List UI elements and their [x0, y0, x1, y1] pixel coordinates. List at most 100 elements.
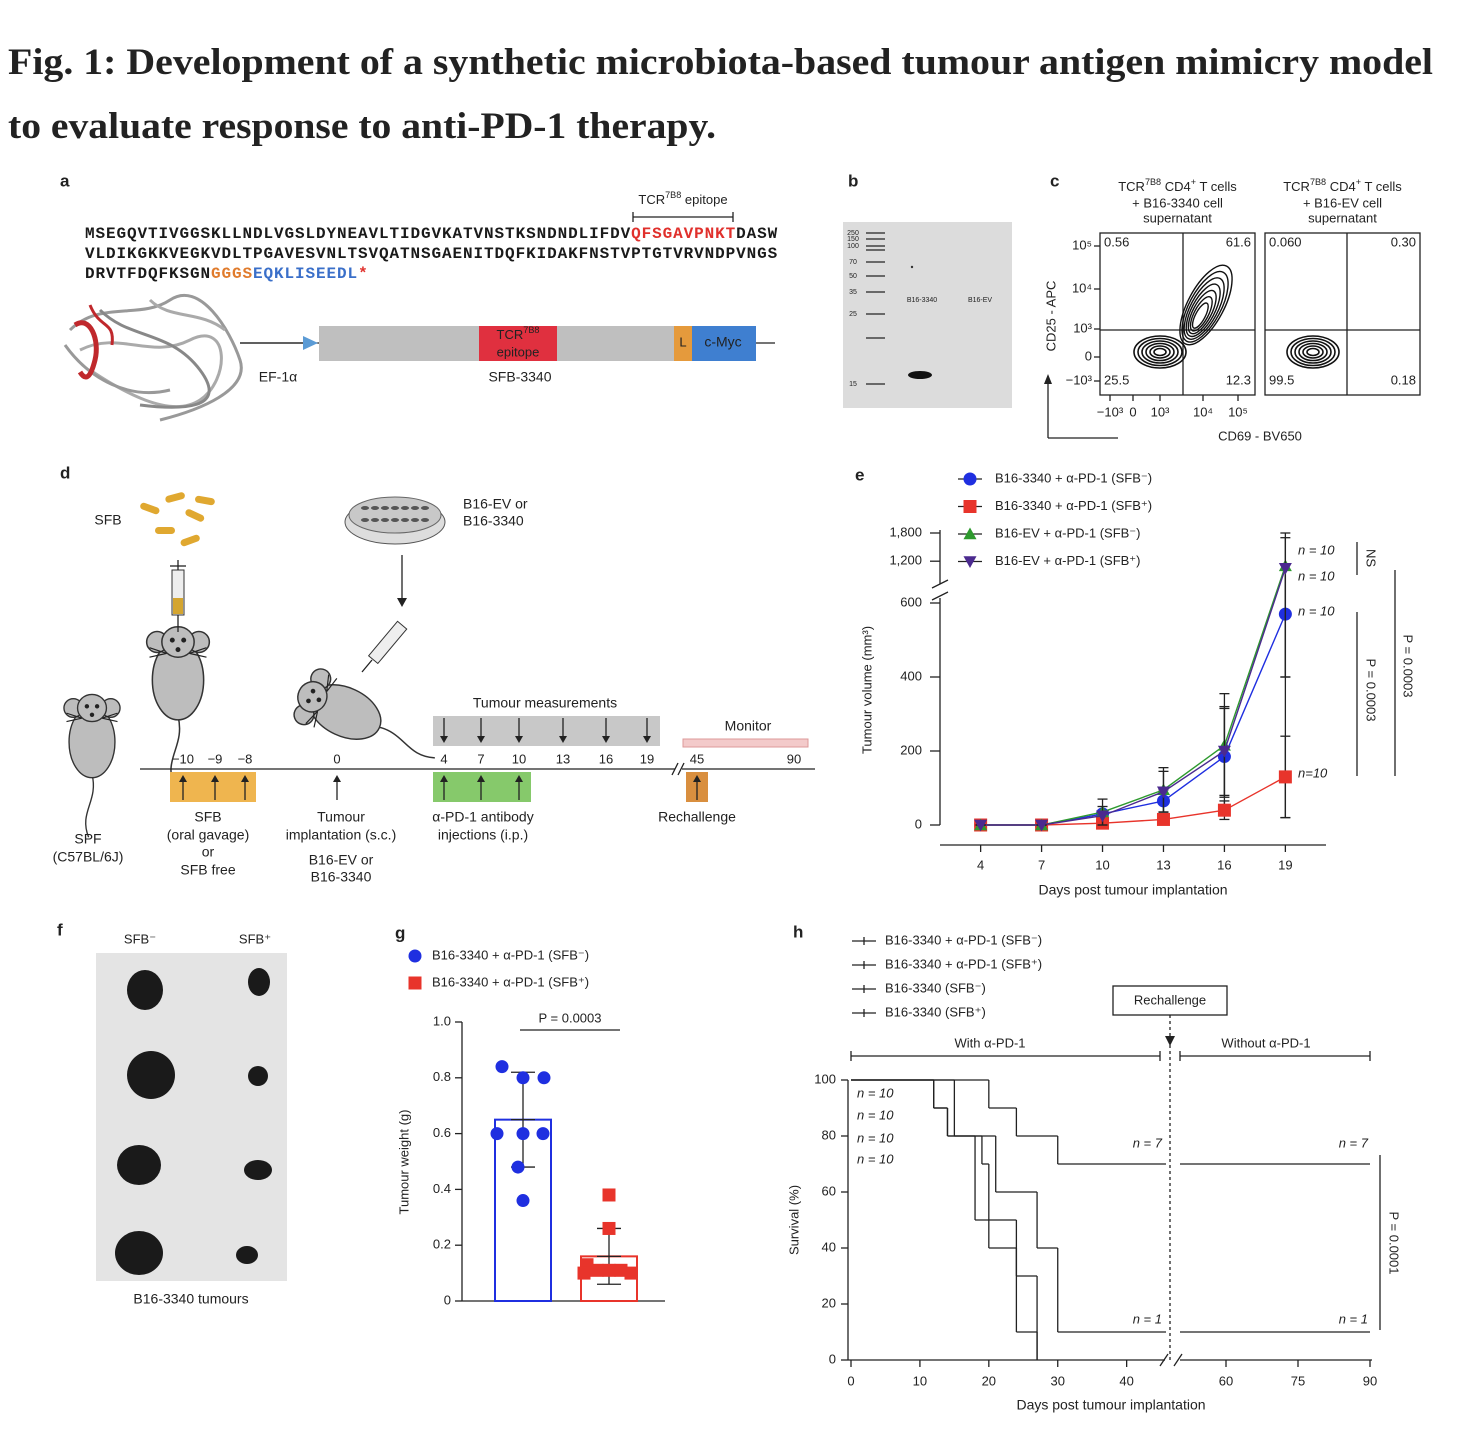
arrowhead — [515, 736, 523, 743]
cell — [421, 518, 429, 522]
axis-label: Survival (%) — [786, 1185, 801, 1255]
data-point — [516, 1194, 530, 1208]
cell — [381, 506, 389, 510]
series-line — [980, 565, 1287, 826]
epitope-caption-part: TCR — [638, 192, 665, 207]
cell — [361, 506, 369, 510]
cell — [411, 518, 419, 522]
plot-header-part: TCR — [1118, 179, 1145, 194]
arrowhead — [333, 775, 341, 782]
data-point — [511, 1160, 525, 1174]
break-mark — [931, 579, 949, 589]
legend-entry: B16-3340 + α-PD-1 (SFB⁻) — [885, 932, 1042, 947]
x-tick-label: 20 — [982, 1373, 996, 1388]
axis-label: CD25 - APC — [1043, 281, 1058, 352]
sequence-line-part: DASW — [736, 225, 778, 243]
arrowhead — [440, 775, 448, 782]
data-point — [537, 1071, 551, 1085]
petri-dish-top — [348, 496, 442, 534]
x-tick-label: 10 — [913, 1373, 927, 1388]
x-tick-label: 10 — [1095, 857, 1109, 872]
arrowhead — [559, 736, 567, 743]
n-label: n=10 — [1298, 765, 1328, 780]
plot-header-part: CD4 — [1326, 179, 1356, 194]
epitope-box-label: epitope — [497, 344, 540, 359]
quadrant-value: 0.18 — [1391, 372, 1416, 387]
flow-plot — [1264, 232, 1421, 396]
sfb-bacterium — [165, 492, 185, 503]
epitope-caption: TCR7B8 epitope — [638, 190, 727, 207]
day-label: 45 — [690, 751, 704, 766]
construct-label: SFB-3340 — [488, 369, 551, 385]
quadrant-value: 0.060 — [1269, 234, 1302, 249]
day-label: −9 — [208, 751, 223, 766]
arrowhead — [602, 736, 610, 743]
caption: α-PD-1 antibody — [432, 809, 533, 825]
y-tick-label: 400 — [900, 668, 922, 683]
contour — [1290, 337, 1336, 367]
plot-header-part: TCR — [1283, 179, 1310, 194]
arrowhead — [179, 775, 187, 782]
caption: Rechallenge — [658, 809, 736, 825]
data-point — [590, 1263, 604, 1277]
day-label: −10 — [172, 751, 194, 766]
sfb-bacterium — [185, 509, 205, 522]
panel-label: g — [395, 923, 405, 942]
data-point — [1278, 563, 1292, 575]
cell — [361, 518, 369, 522]
sequence-line-part: MSEGQVTIVGGSKLLNDLVGSLDYNEAVLTIDGVKATVNS… — [85, 225, 631, 243]
stat-label: P = 0.0001 — [1387, 1211, 1402, 1274]
data-point — [1217, 745, 1231, 758]
y-tick-label: 0 — [829, 1351, 836, 1366]
contour — [1141, 340, 1179, 364]
measure-box — [433, 716, 660, 746]
sequence-line-part: * — [358, 265, 369, 283]
break-mark — [671, 762, 679, 776]
y-tick-label: 20 — [822, 1295, 836, 1310]
data-point — [516, 1127, 530, 1141]
cell — [401, 518, 409, 522]
caption: B16-3340 — [311, 869, 372, 885]
syringe-needle — [361, 659, 373, 673]
y-tick-label: 0.4 — [433, 1181, 451, 1196]
whisker — [189, 652, 207, 658]
plot-header-part: 7B8 — [1145, 177, 1161, 187]
panel-label: e — [855, 465, 864, 484]
data-point — [516, 1071, 530, 1085]
plot-header-part: T cells — [1196, 179, 1237, 194]
legend-marker — [408, 949, 422, 963]
n-label: n = 7 — [1133, 1135, 1163, 1150]
epitope-caption-part: 7B8 — [665, 190, 681, 200]
ladder-size: 100 — [847, 243, 859, 250]
quadrant-value: 0.56 — [1104, 234, 1129, 249]
contour — [1294, 340, 1332, 364]
y-tick-label: −10³ — [1066, 372, 1093, 387]
epitope-box-label: TCR7B8 — [497, 325, 540, 342]
x-tick-label: 10³ — [1151, 404, 1170, 419]
cell — [371, 518, 379, 522]
mouse-eye — [306, 698, 311, 704]
n-label: n = 1 — [1133, 1311, 1162, 1326]
panel-label: f — [57, 920, 63, 939]
caption: Tumour — [317, 809, 365, 825]
whisker — [326, 678, 338, 692]
data-point — [536, 1127, 550, 1141]
legend-entry: B16-3340 (SFB⁻) — [885, 980, 986, 995]
sequence-line: DRVTFDQFKSGNGGGSEQKLISEEDL* — [85, 265, 369, 283]
legend-entry: B16-3340 + α-PD-1 (SFB⁻) — [432, 947, 589, 962]
x-tick-label: −10³ — [1097, 404, 1124, 419]
y-tick-label: 1.0 — [433, 1013, 451, 1028]
ladder-size: 250 — [847, 230, 859, 237]
caption: SFB — [194, 809, 221, 825]
antibody-box — [433, 772, 531, 802]
quadrant-value: 12.3 — [1226, 372, 1251, 387]
sfb-label: SFB — [94, 512, 121, 528]
axis-label: Tumour weight (g) — [396, 1110, 411, 1215]
whisker — [66, 717, 82, 723]
y-tick-label: 0 — [444, 1292, 451, 1307]
y-tick-label: 200 — [900, 742, 922, 757]
mouse-eye — [84, 704, 90, 709]
x-tick-label: 60 — [1219, 1373, 1233, 1388]
sfb-box — [170, 772, 256, 802]
